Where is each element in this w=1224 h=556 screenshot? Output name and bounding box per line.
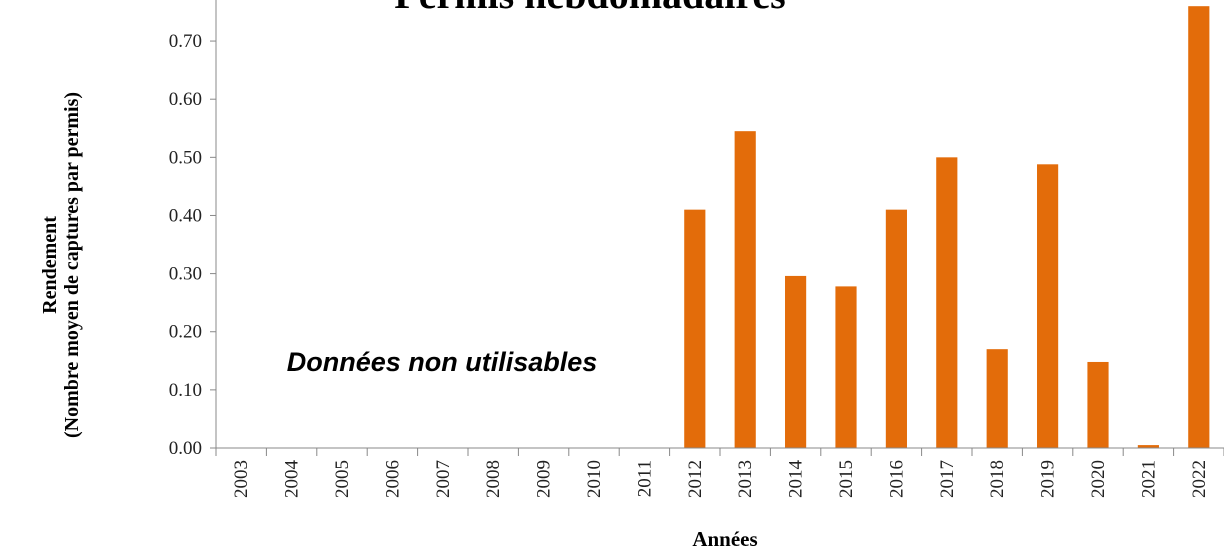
x-tick-label: 2019 — [1038, 460, 1059, 498]
y-tick-label: 0.50 — [169, 147, 202, 168]
bar — [1188, 6, 1210, 448]
x-tick-label: 2021 — [1138, 460, 1159, 498]
x-tick-label: 2005 — [332, 460, 353, 498]
y-tick-label: 0.70 — [169, 31, 202, 52]
y-tick-label: 0.40 — [169, 205, 202, 226]
x-axis-title: Années — [692, 527, 757, 551]
x-tick-label: 2009 — [534, 460, 555, 498]
bars — [684, 6, 1210, 448]
y-tick-label: 0.10 — [169, 380, 202, 401]
y-tick-label: 0.60 — [169, 89, 202, 110]
x-tick-label: 2012 — [685, 460, 706, 498]
x-tick-label: 2018 — [987, 460, 1008, 498]
bar — [1137, 445, 1159, 448]
y-axis-title-line: (Nombre moyen de captures par permis) — [61, 92, 83, 438]
bar — [1037, 164, 1059, 448]
x-tick-label: 2016 — [886, 460, 907, 498]
x-tick-label: 2003 — [231, 460, 252, 498]
y-tick-label: 0.20 — [169, 322, 202, 343]
bar — [1087, 361, 1109, 448]
bar — [684, 209, 706, 448]
bar — [986, 349, 1008, 448]
x-tick-label: 2014 — [786, 460, 807, 499]
y-axis-title-line: Rendement — [39, 216, 61, 314]
bar — [835, 286, 857, 448]
x-tick-label: 2011 — [634, 460, 655, 497]
x-tick-label: 2022 — [1189, 460, 1210, 498]
x-tick-label: 2020 — [1088, 460, 1109, 498]
x-tick-label: 2017 — [937, 460, 958, 498]
chart-title: Permis hebdomadaires — [394, 0, 785, 17]
bar — [885, 209, 907, 448]
y-axis-title: Rendement (Nombre moyen de captures par … — [39, 92, 83, 438]
x-tick-label: 2007 — [433, 460, 454, 498]
bar — [785, 275, 807, 448]
annotation: Données non utilisables — [287, 347, 598, 377]
x-tick-label: 2008 — [483, 460, 504, 498]
bar — [734, 131, 756, 448]
bar — [936, 157, 958, 448]
y-tick-label: 0.30 — [169, 264, 202, 285]
y-tick-label: 0.00 — [169, 438, 202, 459]
x-tick-label: 2006 — [382, 460, 403, 498]
x-tick-label: 2004 — [282, 460, 303, 499]
x-tick-label: 2010 — [584, 460, 605, 498]
x-tick-label: 2013 — [735, 460, 756, 498]
x-tick-label: 2015 — [836, 460, 857, 498]
